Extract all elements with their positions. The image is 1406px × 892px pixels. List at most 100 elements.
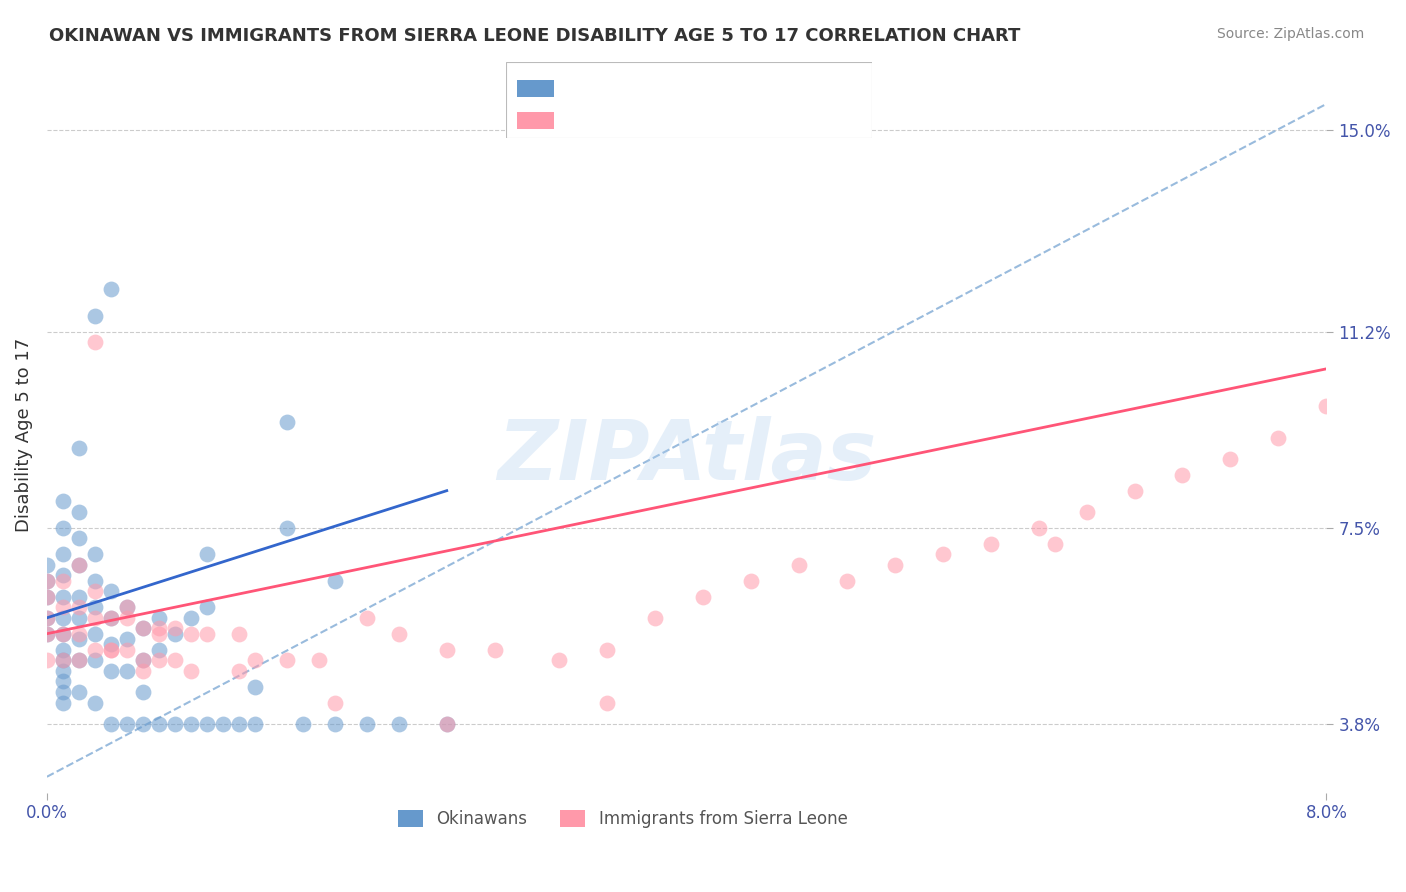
Point: [52, 626, 75, 640]
Point: [276, 521, 298, 535]
Point: [484, 642, 506, 657]
Point: [115, 600, 138, 615]
Point: [1219, 451, 1241, 466]
Point: [787, 558, 810, 572]
Point: [52, 685, 75, 699]
Point: [356, 716, 378, 731]
Point: [243, 680, 266, 694]
Text: 66: 66: [721, 111, 745, 128]
Point: [436, 716, 458, 731]
Text: OKINAWAN VS IMMIGRANTS FROM SIERRA LEONE DISABILITY AGE 5 TO 17 CORRELATION CHAR: OKINAWAN VS IMMIGRANTS FROM SIERRA LEONE…: [49, 27, 1021, 45]
Point: [115, 611, 138, 625]
Point: [67, 685, 90, 699]
Point: [100, 611, 122, 625]
Point: [52, 696, 75, 710]
Point: [195, 547, 218, 561]
Point: [67, 532, 90, 546]
Text: ZIPAtlas: ZIPAtlas: [496, 416, 876, 497]
Point: [35, 590, 58, 604]
Point: [115, 642, 138, 657]
Point: [180, 626, 202, 640]
Point: [148, 653, 170, 667]
Point: [83, 626, 105, 640]
Point: [67, 653, 90, 667]
Point: [132, 716, 155, 731]
Point: [1267, 431, 1289, 445]
Point: [35, 574, 58, 588]
Point: [83, 642, 105, 657]
Point: [35, 611, 58, 625]
Y-axis label: Disability Age 5 to 17: Disability Age 5 to 17: [15, 338, 32, 533]
Point: [243, 653, 266, 667]
Point: [52, 674, 75, 689]
Point: [276, 653, 298, 667]
Point: [163, 653, 186, 667]
Point: [100, 642, 122, 657]
Point: [356, 611, 378, 625]
Point: [1315, 399, 1337, 413]
Point: [436, 642, 458, 657]
Point: [67, 600, 90, 615]
Point: [52, 626, 75, 640]
Point: [67, 558, 90, 572]
Point: [323, 716, 346, 731]
Point: [52, 600, 75, 615]
Point: [644, 611, 666, 625]
Point: [100, 642, 122, 657]
Point: [195, 626, 218, 640]
Point: [35, 626, 58, 640]
Point: [195, 716, 218, 731]
Point: [35, 653, 58, 667]
Point: [67, 611, 90, 625]
Point: [1076, 505, 1098, 519]
Text: 71: 71: [721, 78, 745, 96]
Point: [931, 547, 953, 561]
Point: [323, 696, 346, 710]
Point: [100, 584, 122, 599]
Point: [211, 716, 233, 731]
Point: [67, 590, 90, 604]
Legend: Okinawans, Immigrants from Sierra Leone: Okinawans, Immigrants from Sierra Leone: [391, 803, 855, 834]
Point: [52, 664, 75, 678]
Point: [52, 611, 75, 625]
Point: [67, 632, 90, 646]
Point: [148, 716, 170, 731]
Point: [52, 653, 75, 667]
Point: [596, 696, 619, 710]
Text: 0.253: 0.253: [605, 78, 658, 96]
Point: [436, 716, 458, 731]
Point: [163, 716, 186, 731]
Point: [596, 642, 619, 657]
Bar: [517, 112, 554, 129]
Point: [35, 611, 58, 625]
Point: [67, 558, 90, 572]
Point: [35, 626, 58, 640]
Point: [132, 664, 155, 678]
Point: [276, 415, 298, 429]
Text: N =: N =: [682, 78, 718, 96]
Point: [180, 611, 202, 625]
Point: [195, 600, 218, 615]
Point: [83, 309, 105, 323]
Point: [163, 622, 186, 636]
Point: [547, 653, 569, 667]
Point: [52, 642, 75, 657]
Point: [52, 494, 75, 508]
Point: [692, 590, 714, 604]
Point: [132, 653, 155, 667]
Point: [100, 716, 122, 731]
Point: [100, 282, 122, 296]
Point: [228, 664, 250, 678]
Point: [67, 505, 90, 519]
Text: R =: R =: [565, 78, 600, 96]
Point: [228, 716, 250, 731]
Point: [83, 611, 105, 625]
Point: [132, 653, 155, 667]
Point: [67, 442, 90, 456]
Point: [83, 600, 105, 615]
Point: [100, 611, 122, 625]
Point: [835, 574, 858, 588]
Point: [52, 521, 75, 535]
Point: [148, 622, 170, 636]
Point: [291, 716, 314, 731]
